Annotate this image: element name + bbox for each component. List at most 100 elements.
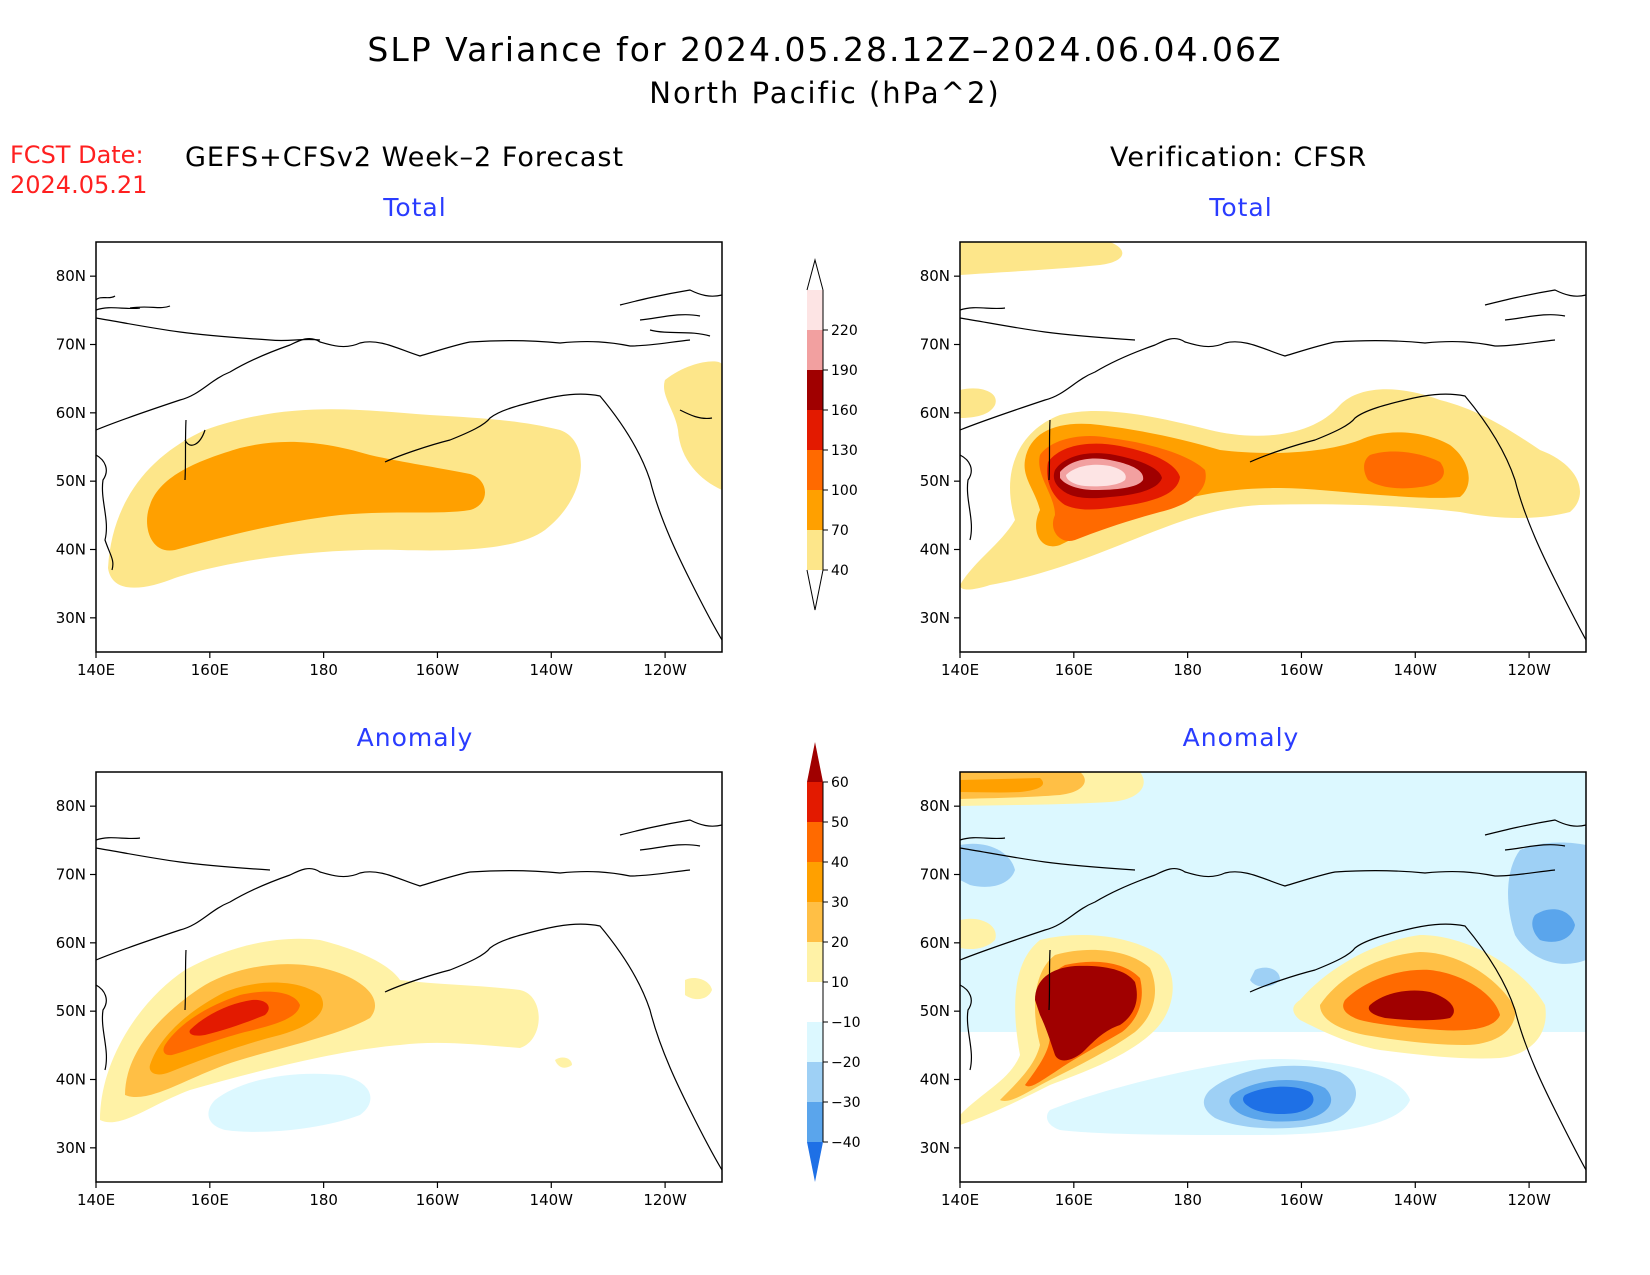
lat-tick-label: 80N xyxy=(920,797,950,815)
colorbar-segment xyxy=(807,530,823,570)
lon-tick-label: 180 xyxy=(309,1191,338,1209)
colorbar-label: 190 xyxy=(831,363,858,379)
colorbar-segment xyxy=(807,370,823,410)
contour-10 xyxy=(555,1057,572,1068)
contour-40 xyxy=(663,361,722,490)
lat-tick-label: 60N xyxy=(56,934,86,952)
lon-tick-label: 120W xyxy=(643,661,687,679)
lon-tick-label: 160W xyxy=(416,661,460,679)
colorbar-segment xyxy=(807,1062,823,1102)
colorbar-label: 130 xyxy=(831,443,858,459)
lat-tick-label: 30N xyxy=(56,1139,86,1157)
colorbar-cap xyxy=(806,569,824,611)
lon-tick-label: 140W xyxy=(530,1191,574,1209)
lat-tick-label: 40N xyxy=(56,1071,86,1089)
lat-tick-label: 30N xyxy=(920,1139,950,1157)
lon-tick-label: 160W xyxy=(416,1191,460,1209)
lat-tick-label: 50N xyxy=(56,472,86,490)
lat-tick-label: 30N xyxy=(56,609,86,627)
lat-tick-label: 40N xyxy=(920,541,950,559)
colorbar-label: 100 xyxy=(831,483,858,499)
colorbar-label: 220 xyxy=(831,323,858,339)
lon-tick-label: 140E xyxy=(941,1191,979,1209)
main-subtitle: North Pacific (hPa^2) xyxy=(649,76,1001,110)
colorbar-cap xyxy=(807,1142,823,1182)
colorbar-segment xyxy=(807,902,823,942)
forecast-date-label: FCST Date: xyxy=(10,141,144,169)
verification-column-header: Verification: CFSR xyxy=(1110,142,1368,173)
contour-30 xyxy=(960,778,1044,793)
lat-tick-label: 30N xyxy=(920,609,950,627)
lon-tick-label: 120W xyxy=(1507,661,1551,679)
axes: 140E 160E 180 160W 140W 120W 80N 70N 60N 50N 40N 30… xyxy=(920,267,1551,679)
lon-tick-label: 160E xyxy=(191,1191,229,1209)
contour-40 xyxy=(960,242,1123,275)
axes: 140E 160E 180 160W 140W 120W 80N 70N 60N 50N 40N 30… xyxy=(56,797,687,1209)
colorbar-segment xyxy=(807,862,823,902)
forecast-date-value: 2024.05.21 xyxy=(10,171,148,199)
colorbar-label: 40 xyxy=(831,855,849,871)
contour-neg40 xyxy=(1243,1086,1314,1115)
coastlines xyxy=(959,819,1587,1171)
contour-100 xyxy=(1364,451,1444,489)
contour-70 xyxy=(147,441,485,551)
coastlines xyxy=(95,289,723,641)
colorbar-segment xyxy=(807,490,823,530)
colorbar-segment xyxy=(807,782,823,822)
colorbar-label: 60 xyxy=(831,775,849,791)
colorbar-cap xyxy=(806,258,824,291)
lon-tick-label: 140W xyxy=(530,661,574,679)
lon-tick-label: 160E xyxy=(1055,1191,1093,1209)
panel-subtitle-fcst-anom: Anomaly xyxy=(356,723,474,752)
colorbar-label: 160 xyxy=(831,403,858,419)
lat-tick-label: 70N xyxy=(920,336,950,354)
lat-tick-label: 40N xyxy=(920,1071,950,1089)
contour-10 xyxy=(960,918,996,950)
colorbar-segment xyxy=(807,1022,823,1062)
lat-tick-label: 40N xyxy=(56,541,86,559)
colorbar-label: 20 xyxy=(831,935,849,951)
lat-tick-label: 80N xyxy=(56,797,86,815)
lat-tick-label: 50N xyxy=(56,1002,86,1020)
lon-tick-label: 140E xyxy=(77,1191,115,1209)
colorbar-label: −20 xyxy=(831,1055,861,1071)
lon-tick-label: 140E xyxy=(77,661,115,679)
panel-subtitle-verif-total: Total xyxy=(1209,193,1273,222)
axes: 140E 160E 180 160W 140W 120W 80N 70N 60N 50N 40N 30… xyxy=(920,797,1551,1209)
contour-neg30 xyxy=(1532,909,1575,942)
axes: 140E 160E 180 160W 140W 120W 80N 70N 60N 50N 40N 30… xyxy=(56,267,687,679)
lon-tick-label: 160E xyxy=(1055,661,1093,679)
lat-tick-label: 50N xyxy=(920,1002,950,1020)
panel-subtitle-fcst-total: Total xyxy=(383,193,447,222)
lon-tick-label: 160E xyxy=(191,661,229,679)
colorbar-segment xyxy=(807,942,823,982)
lat-tick-label: 60N xyxy=(920,934,950,952)
colorbar-label: −30 xyxy=(831,1095,861,1111)
lon-tick-label: 140E xyxy=(941,661,979,679)
lon-tick-label: 120W xyxy=(1507,1191,1551,1209)
panel-subtitle-verif-anom: Anomaly xyxy=(1182,723,1300,752)
colorbar-label: −10 xyxy=(831,1015,861,1031)
colorbar-label: 50 xyxy=(831,815,849,831)
colorbar-label: 40 xyxy=(831,563,849,579)
colorbar-segment xyxy=(807,410,823,450)
lon-tick-label: 180 xyxy=(1173,1191,1202,1209)
contour-220 xyxy=(1066,464,1126,487)
contour-neg10 xyxy=(208,1073,371,1132)
forecast-column-header: GEFS+CFSv2 Week–2 Forecast xyxy=(185,142,625,173)
colorbar-segment xyxy=(807,982,823,1022)
lat-tick-label: 70N xyxy=(56,866,86,884)
colorbar-segment xyxy=(807,450,823,490)
colorbar-segment xyxy=(807,330,823,370)
lon-tick-label: 160W xyxy=(1280,1191,1324,1209)
lon-tick-label: 120W xyxy=(643,1191,687,1209)
lat-tick-label: 60N xyxy=(920,404,950,422)
contour-neg20 xyxy=(1250,967,1280,987)
colorbar-label: 70 xyxy=(831,523,849,539)
lon-tick-label: 160W xyxy=(1280,661,1324,679)
